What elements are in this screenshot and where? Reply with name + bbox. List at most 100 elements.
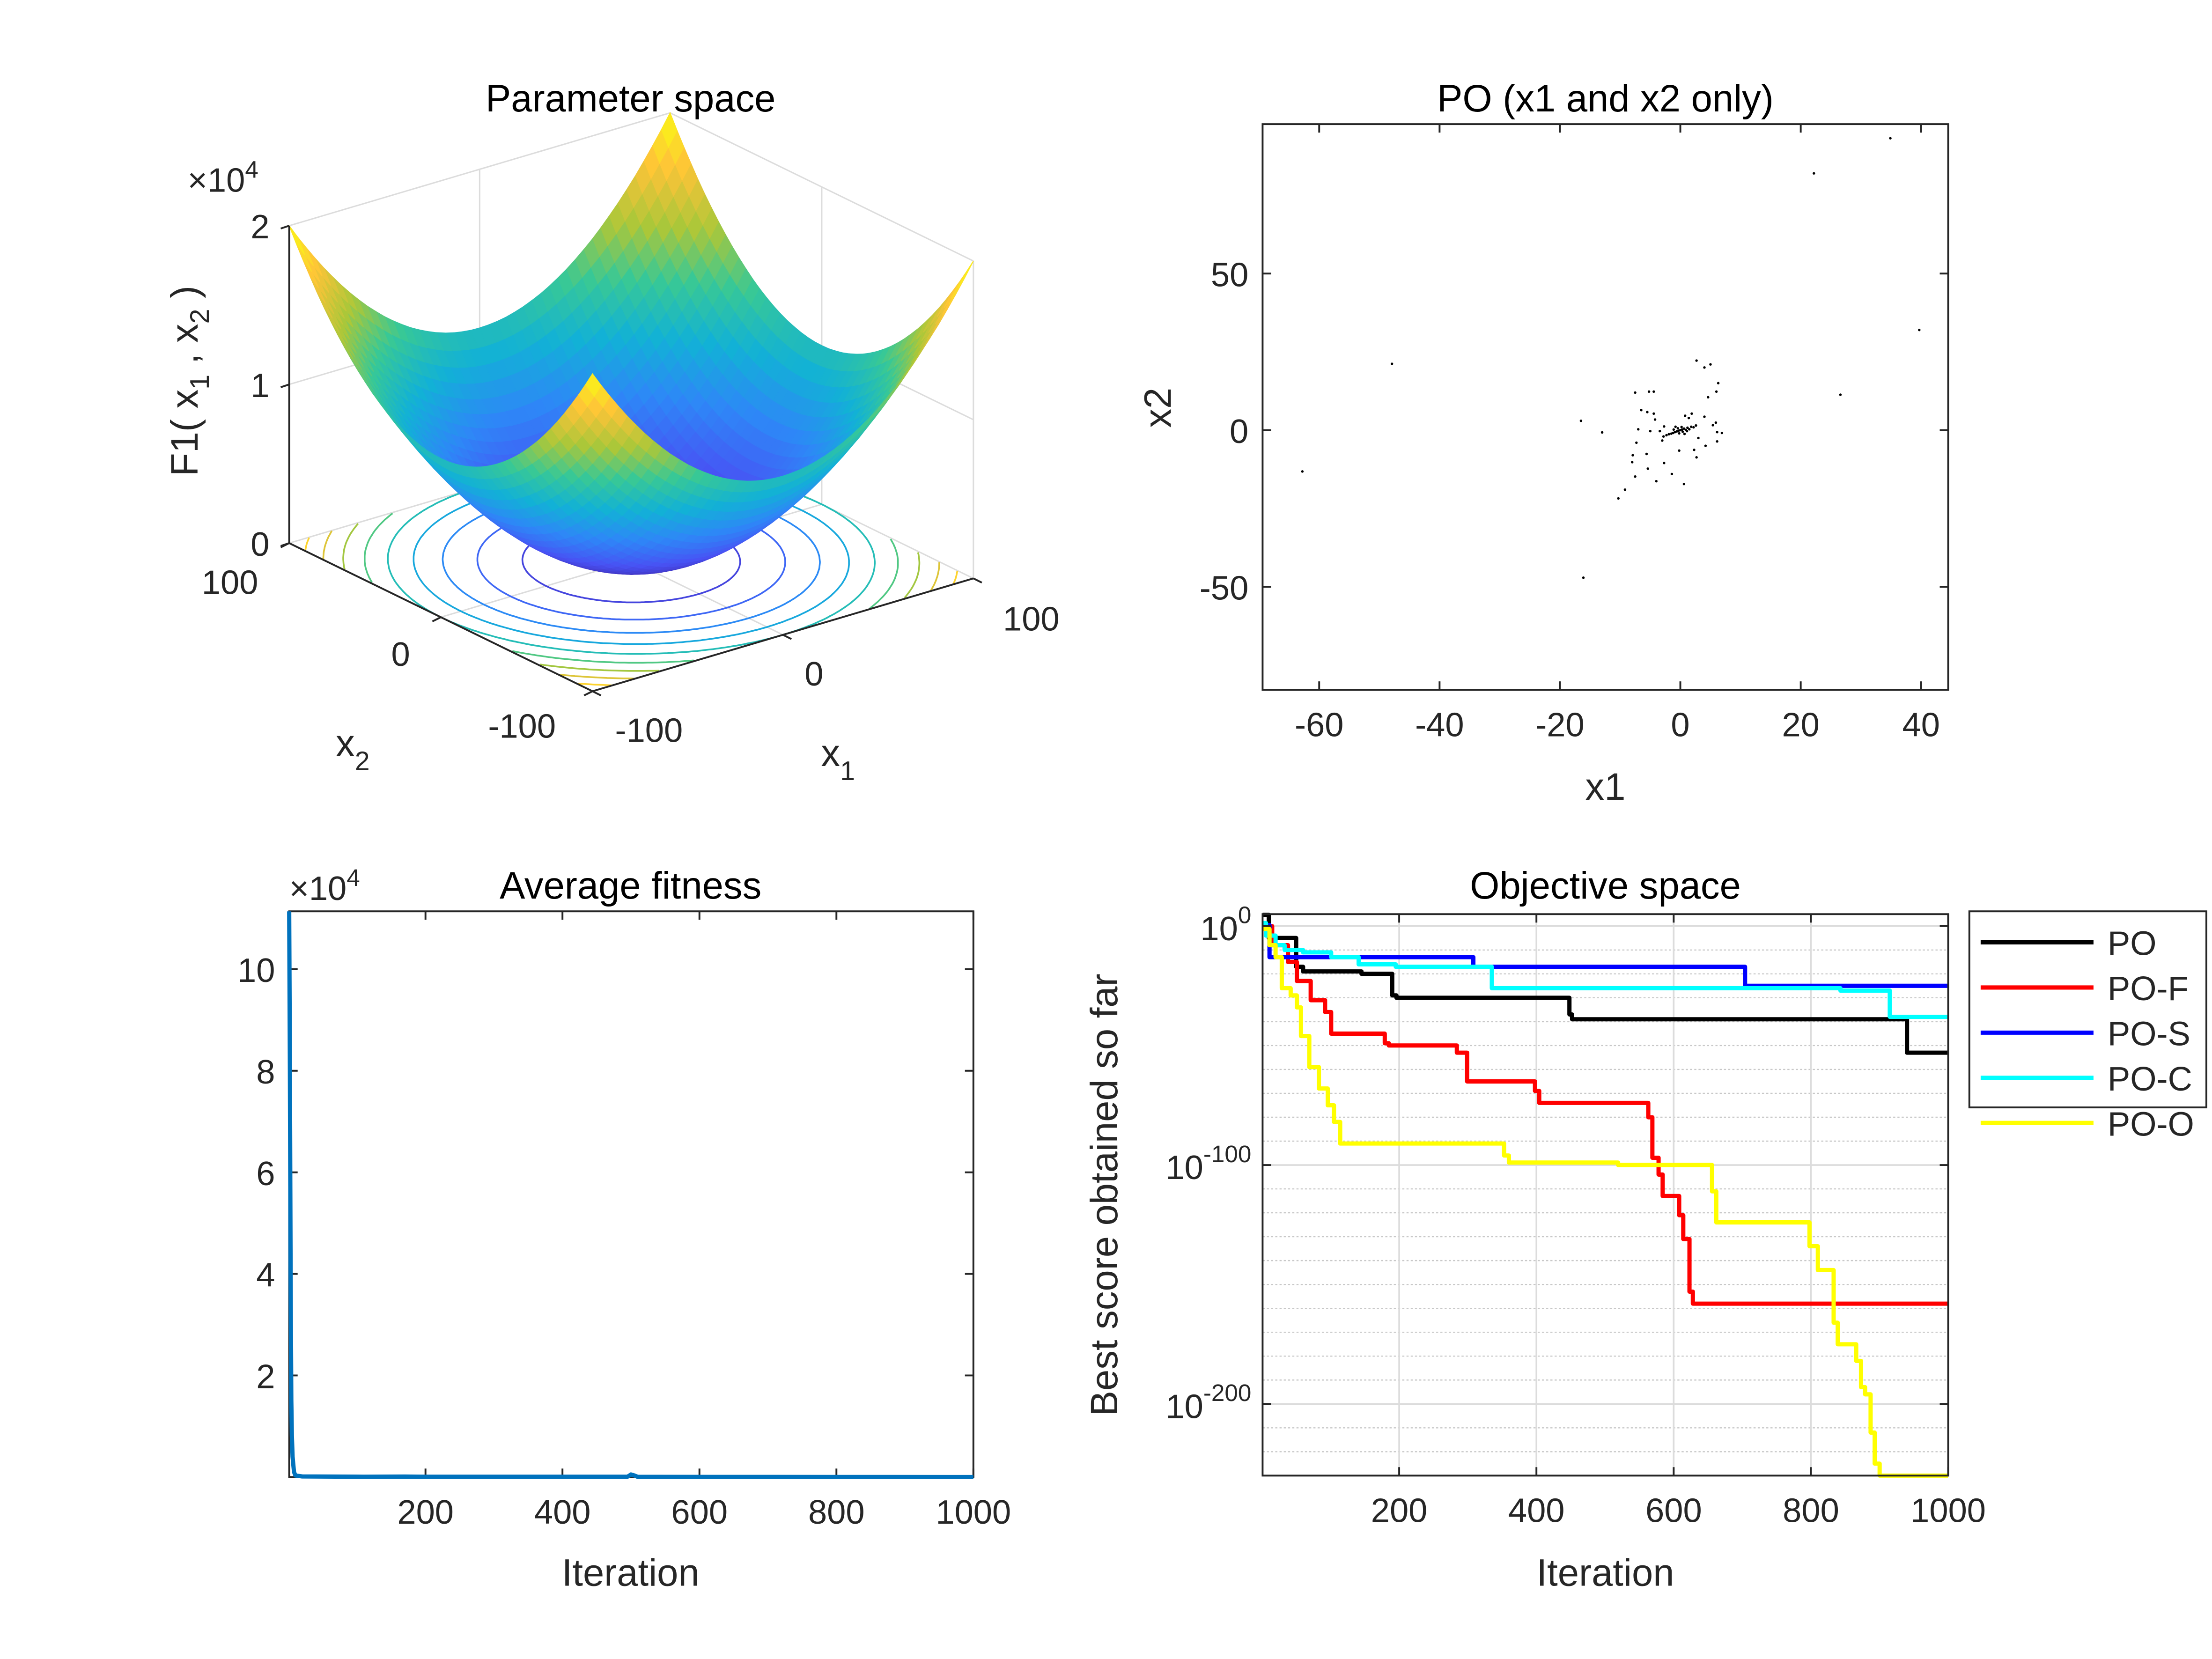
- z-tick: [280, 383, 290, 388]
- scatter-point: [1680, 426, 1683, 428]
- y-multiplier: ×104: [289, 864, 360, 907]
- z-axis-label: F1( x1 , x2 ): [163, 286, 215, 476]
- text-part: x: [336, 722, 355, 765]
- y-tick-label: 6: [256, 1155, 275, 1193]
- multiplier-exp: 4: [245, 156, 258, 183]
- scatter-point: [1647, 390, 1651, 393]
- x1-axis-line: [592, 577, 974, 693]
- scatter-point: [1672, 428, 1675, 431]
- z-tick-label: 0: [251, 526, 269, 563]
- scatter-point: [1662, 435, 1665, 438]
- text-part: -100: [1203, 1141, 1251, 1167]
- scatter-point: [1579, 419, 1583, 422]
- scatter-point: [1678, 432, 1681, 435]
- contour-line: [322, 530, 333, 560]
- text-part: ): [163, 286, 206, 309]
- x-tick-label: -40: [1415, 707, 1464, 744]
- x-axis-label: Iteration: [1537, 1551, 1674, 1594]
- multiplier-base: ×10: [188, 162, 245, 199]
- contour-line: [342, 523, 359, 569]
- x-tick-label: 1000: [1910, 1492, 1986, 1530]
- x2-tick-label: -100: [488, 708, 556, 745]
- position-scatter-plot: -60 -40 -20 0 20 40 50 0 -50 PO (x1 and x2 only) x…: [1137, 77, 1949, 808]
- contour-line: [363, 512, 393, 583]
- x1-tick-label: 0: [804, 656, 823, 693]
- legend-item: PO-C: [1980, 1061, 2192, 1098]
- scatter-point: [1686, 426, 1689, 429]
- x-tick-label: 0: [1671, 707, 1689, 744]
- surface-patch: [288, 225, 305, 255]
- scatter-point: [1714, 421, 1718, 424]
- text-part: 1: [840, 756, 855, 786]
- text-part: 10: [1200, 910, 1238, 948]
- legend-item: PO-O: [1980, 1106, 2194, 1143]
- scatter-point: [1889, 137, 1892, 140]
- legend-item: PO-S: [1980, 1015, 2190, 1053]
- scatter-point: [1695, 359, 1698, 362]
- objective-space-plot: 200 400 600 800 100010010-10010-200Objective…: [1083, 864, 2207, 1594]
- series-line-po-o: [1262, 927, 1948, 1478]
- x-tick-label: 800: [1783, 1492, 1839, 1530]
- scatter-point: [1704, 444, 1707, 447]
- x2-axis-label: x2: [336, 722, 370, 776]
- scatter-point: [1646, 411, 1649, 413]
- y-tick-label: -50: [1200, 569, 1249, 607]
- plot-title: Average fitness: [500, 864, 761, 907]
- scatter-point: [1649, 429, 1652, 433]
- scatter-point: [1663, 462, 1666, 465]
- x-tick-label: 400: [1508, 1492, 1565, 1530]
- text-part: -200: [1203, 1379, 1251, 1406]
- scatter-point: [1623, 488, 1627, 491]
- contour-line: [512, 650, 694, 664]
- scatter-point: [1703, 366, 1706, 369]
- series-line-po-f: [1262, 924, 1948, 1306]
- scatter-point: [1634, 475, 1637, 478]
- z-multiplier: ×104: [188, 156, 258, 199]
- x1-tick: [973, 577, 982, 584]
- scatter-point: [1695, 456, 1698, 459]
- y-axis-label: Best score obtained so far: [1083, 973, 1126, 1416]
- scatter-point: [1693, 449, 1696, 451]
- x-tick-label: 40: [1902, 707, 1940, 744]
- text-part: 2: [355, 746, 370, 776]
- x1-tick: [782, 634, 792, 640]
- text-part: 0: [1238, 902, 1251, 929]
- axes-box: [1261, 913, 1949, 1477]
- text-part: ×10: [289, 870, 347, 907]
- x1-tick: [592, 690, 602, 697]
- plot-title: PO (x1 and x2 only): [1437, 77, 1774, 120]
- y-tick-label: 0: [1230, 413, 1248, 450]
- scatter-point: [1652, 412, 1655, 415]
- scatter-point: [1661, 439, 1664, 442]
- series-line-po: [1262, 913, 1948, 1055]
- scatter-point: [1697, 436, 1700, 440]
- axes-box: [1261, 123, 1949, 691]
- x2-tick-label: 100: [202, 564, 258, 601]
- contour-line: [869, 538, 899, 609]
- contour-line: [952, 570, 959, 584]
- scatter-point: [1665, 434, 1668, 437]
- scatter-point: [1709, 363, 1712, 366]
- scatter-point: [1676, 427, 1680, 430]
- scatter-point: [1670, 432, 1673, 435]
- scatter-point: [1711, 424, 1714, 427]
- scatter-point: [1637, 428, 1640, 431]
- scatter-point: [1653, 418, 1657, 421]
- text-part: 10: [1165, 1388, 1203, 1425]
- scatter-point: [1681, 430, 1684, 433]
- y-tick-label: 2: [256, 1358, 275, 1396]
- x1-tick-label: 100: [1003, 601, 1060, 638]
- y-tick-label: 100: [1200, 902, 1251, 948]
- contour-line: [560, 674, 634, 679]
- series-group: [1262, 913, 1948, 1478]
- y-tick-label: 4: [256, 1257, 275, 1294]
- scatter-point: [1635, 441, 1638, 444]
- plot-title: Objective space: [1470, 864, 1741, 907]
- x-tick-label: 200: [397, 1494, 454, 1531]
- text-part: 10: [1165, 1149, 1203, 1187]
- average-fitness-line: [287, 911, 973, 1479]
- x2-tick-label: 0: [391, 636, 410, 673]
- x-axis-label: Iteration: [562, 1551, 700, 1594]
